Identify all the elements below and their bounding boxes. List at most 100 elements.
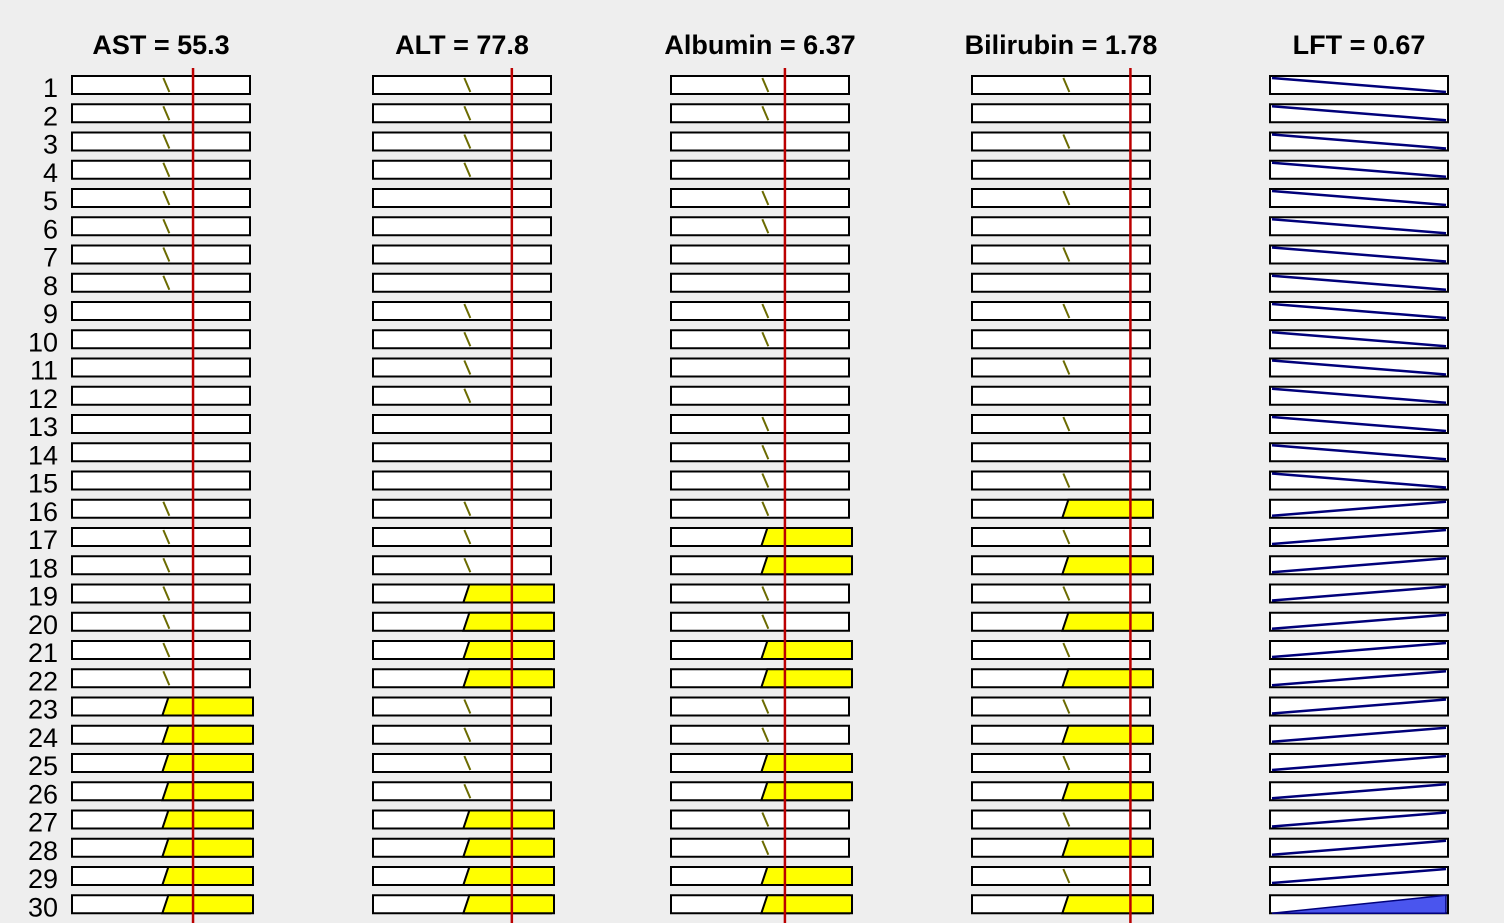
rule-cell [670,75,850,95]
rule-number: 24 [28,723,58,753]
rule-cell [670,442,850,463]
fired-membership-area [461,583,555,604]
membership-box [971,809,1151,830]
membership-decreasing [162,105,171,121]
membership-decreasing [463,105,472,121]
rule-cell [670,188,850,208]
membership-box [971,244,1151,265]
aggregated-output-area [1271,894,1447,914]
rule-number: 8 [43,271,58,301]
membership-decreasing [162,586,171,601]
membership-box [372,329,552,350]
rule-cell [670,159,850,180]
membership-box [71,272,251,293]
fired-membership-area [160,696,254,717]
fired-membership-area [1060,837,1154,858]
rule-number: 26 [28,779,58,809]
rule-cell [71,188,251,208]
membership-decreasing [1062,303,1071,319]
rule-cell [71,668,251,689]
rule-cell [372,724,552,745]
membership-decreasing [761,586,770,601]
membership-decreasing [1062,77,1071,93]
rule-cell [71,753,254,773]
output-membership-increasing [1271,500,1447,517]
membership-decreasing [463,529,472,545]
membership-decreasing [162,134,171,149]
membership-box [670,442,850,463]
fired-membership-area [461,611,555,632]
rule-cell [670,498,850,519]
fired-membership-area [1060,781,1154,802]
membership-decreasing [1062,755,1071,771]
rule-number: 11 [30,356,58,386]
rule-cell [971,696,1151,717]
membership-decreasing [463,501,472,517]
membership-decreasing [1062,868,1071,884]
fired-membership-area [160,894,254,915]
membership-box [71,668,251,689]
output-cell [1269,103,1449,124]
membership-box [71,527,251,547]
rule-cell [372,640,555,660]
rule-cell [372,498,552,519]
output-membership-increasing [1271,698,1447,715]
rule-cell [971,640,1151,660]
rule-number: 10 [28,327,58,357]
output-cell [1269,470,1449,491]
fired-membership-area [461,809,555,830]
rule-cell [372,329,552,350]
membership-decreasing [761,190,770,206]
output-cell [1269,442,1449,463]
membership-decreasing [463,727,472,743]
membership-decreasing [761,812,770,827]
membership-box [670,837,850,858]
rule-cell [372,611,555,632]
membership-decreasing [162,247,171,262]
output-cell [1269,272,1449,293]
rule-cell [71,329,251,350]
output-cell [1269,329,1449,350]
rule-cell [971,498,1154,519]
membership-box [71,188,251,208]
membership-box [971,470,1151,491]
rule-cell [971,470,1151,491]
rule-number: 6 [43,214,58,244]
fired-membership-area [1060,611,1154,632]
output-cell [1269,216,1449,237]
output-membership-decreasing [1271,387,1447,404]
rule-cell [670,301,850,321]
membership-box [71,216,251,237]
rule-cell [372,809,555,830]
output-membership-decreasing [1271,161,1447,178]
rule-cell [71,442,251,463]
rule-cell [71,414,251,434]
output-membership-decreasing [1271,444,1447,461]
rule-cell [372,894,555,915]
membership-box [670,414,850,434]
membership-box [670,244,850,265]
membership-box [971,131,1151,152]
membership-box [372,188,552,208]
rule-number: 17 [28,525,58,555]
membership-decreasing [162,77,171,93]
membership-box [71,385,251,406]
rule-number: 5 [43,186,58,216]
output-cell [1269,724,1449,745]
rule-cell [372,216,552,237]
rule-cell [372,131,552,152]
output-cell [1269,385,1449,406]
rule-cell [971,244,1151,265]
column-title: AST = 55.3 [92,30,229,60]
output-cell [1269,131,1449,152]
membership-decreasing [162,275,171,291]
rule-cell [670,414,850,434]
fired-membership-area [160,837,254,858]
rule-cell [71,357,251,378]
rule-cell [670,753,853,773]
rule-cell [670,781,853,802]
membership-box [372,527,552,547]
membership-box [372,555,552,576]
output-cell [1269,555,1449,576]
